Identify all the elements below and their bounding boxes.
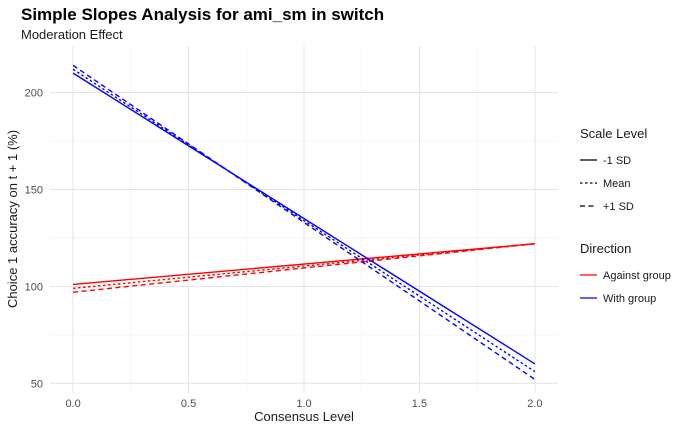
legend: Scale Level -1 SD Mean +1 SD Direction Agains…: [580, 126, 671, 305]
legend-label: +1 SD: [603, 201, 634, 213]
y-tick-label: 50: [31, 378, 43, 390]
y-axis-title: Choice 1 accuracy on t + 1 (%): [5, 130, 20, 308]
legend-label: Mean: [603, 178, 631, 190]
y-tick-label: 100: [25, 281, 43, 293]
y-tick-label: 200: [25, 88, 43, 100]
x-tick-label: 0.0: [65, 398, 80, 410]
plot-panel: [50, 46, 558, 393]
x-tick-label: 2.0: [527, 398, 542, 410]
series-line: [72, 72, 536, 365]
x-tick-label: 0.5: [181, 398, 196, 410]
x-tick-label: 1.0: [296, 398, 311, 410]
x-axis-ticks: 0.0 0.5 1.0 1.5 2.0: [65, 398, 542, 410]
x-axis-title: Consensus Level: [254, 409, 354, 424]
y-axis-ticks: 50 100 150 200: [25, 88, 43, 391]
series-line: [73, 243, 535, 293]
legend-title: Direction: [580, 241, 631, 256]
series-lines: [72, 64, 536, 381]
chart-subtitle: Moderation Effect: [21, 27, 123, 42]
legend-label: With group: [603, 293, 656, 305]
y-tick-label: 150: [25, 184, 43, 196]
legend-label: -1 SD: [603, 155, 631, 167]
series-line: [72, 68, 536, 373]
legend-label: Against group: [603, 270, 671, 282]
chart-title: Simple Slopes Analysis for ami_sm in swi…: [21, 5, 384, 24]
x-tick-label: 1.5: [412, 398, 427, 410]
grid: [50, 46, 558, 393]
legend-title: Scale Level: [580, 126, 647, 141]
